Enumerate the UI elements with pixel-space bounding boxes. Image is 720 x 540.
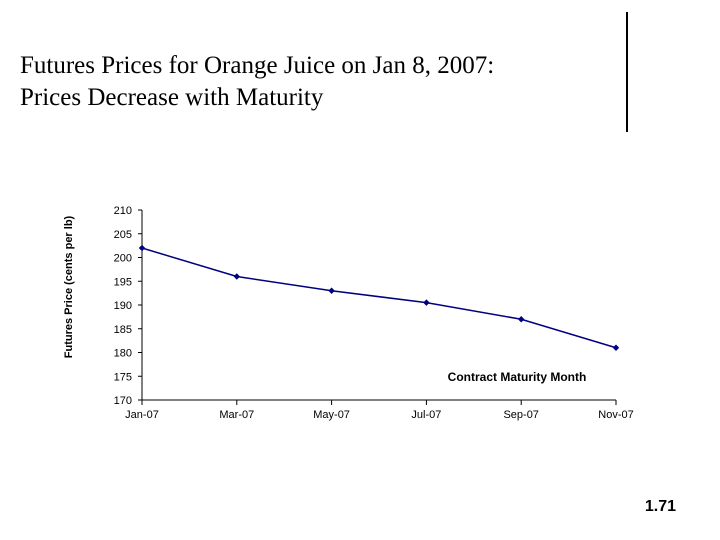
x-tick-label: Sep-07: [503, 409, 538, 421]
x-axis-label: Contract Maturity Month: [448, 370, 587, 384]
slide-number: 1.71: [644, 498, 676, 515]
x-tick-label: Mar-07: [219, 409, 254, 421]
y-tick-label: 200: [114, 253, 132, 265]
x-tick-label: Jan-07: [125, 409, 159, 421]
y-tick-label: 170: [114, 395, 132, 407]
vertical-divider: [626, 12, 628, 132]
data-point: [423, 299, 430, 306]
y-axis-label: Futures Price (cents per lb): [63, 215, 75, 358]
data-point: [518, 316, 525, 323]
y-tick-label: 190: [114, 300, 132, 312]
title-line-2: Prices Decrease with Maturity: [20, 84, 324, 111]
y-tick-label: 205: [114, 229, 132, 241]
x-tick-label: Jul-07: [411, 409, 441, 421]
y-tick-label: 195: [114, 276, 132, 288]
y-tick-label: 175: [114, 371, 132, 383]
series-line: [141, 247, 617, 349]
title-line-1: Futures Prices for Orange Juice on Jan 8…: [20, 52, 495, 79]
data-point: [328, 287, 335, 294]
data-point: [138, 244, 146, 252]
y-tick-label: 180: [114, 348, 132, 360]
y-tick-label: 210: [114, 205, 132, 217]
y-tick-label: 185: [114, 324, 132, 336]
data-point: [612, 344, 620, 351]
x-tick-label: May-07: [313, 409, 350, 421]
x-tick-label: Nov-07: [598, 409, 633, 421]
data-point: [233, 273, 240, 280]
slide-title: Futures Prices for Orange Juice on Jan 8…: [20, 50, 610, 114]
